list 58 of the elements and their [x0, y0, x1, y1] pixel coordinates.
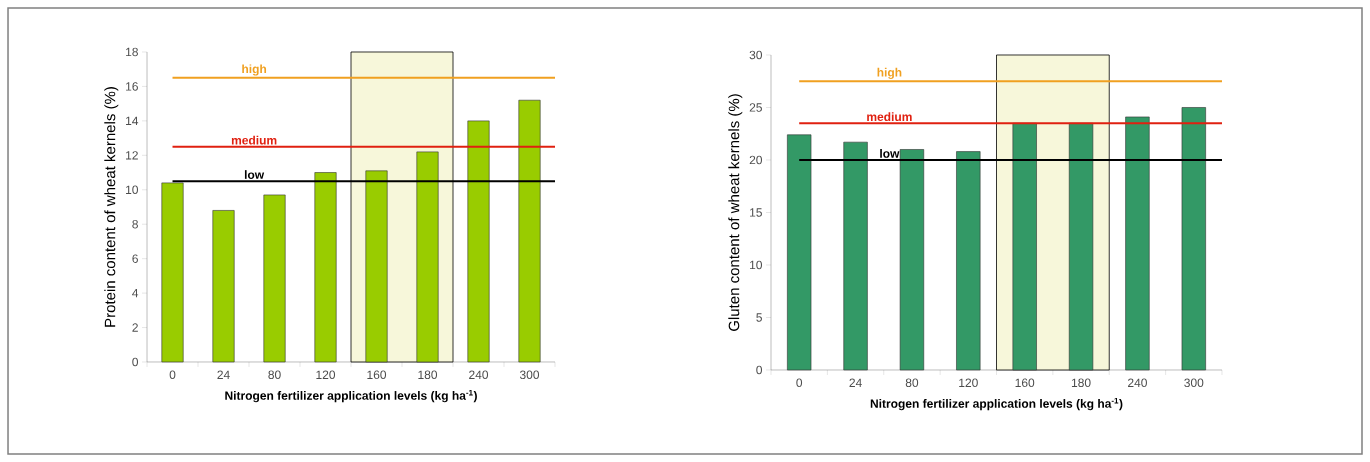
y-tick-label: 10 — [750, 260, 763, 270]
x-tick-label: 120 — [959, 378, 978, 388]
x-tick-label: 240 — [1128, 378, 1147, 388]
x-tick-label: 0 — [796, 378, 803, 388]
bar — [212, 210, 235, 363]
ref-line-label: low — [880, 148, 900, 158]
ref-line-label: high — [877, 67, 902, 80]
y-tick-label: 20 — [749, 155, 763, 165]
y-tick-label: 4 — [132, 288, 139, 298]
ref-line-label: low — [244, 170, 265, 179]
x-tick-label: 80 — [268, 370, 281, 380]
y-tick-label: 6 — [132, 254, 138, 263]
ref-line-label: medium — [231, 135, 277, 145]
y-tick-label: 30 — [749, 50, 763, 60]
x-tick-label: 160 — [367, 370, 387, 380]
x-tick-label: 300 — [519, 370, 540, 380]
y-tick-label: 25 — [749, 103, 762, 112]
y-tick-label: 0 — [132, 357, 139, 367]
x-tick-label: 24 — [217, 370, 230, 379]
x-tick-label: 120 — [316, 370, 336, 380]
bar — [416, 151, 439, 363]
bar — [1068, 122, 1094, 371]
y-tick-label: 15 — [750, 208, 762, 217]
bar — [1181, 107, 1206, 371]
bar — [1012, 122, 1037, 371]
bar — [899, 149, 925, 371]
x-tick-label: 160 — [1015, 378, 1035, 388]
y-tick-label: 5 — [756, 313, 762, 322]
bar — [365, 170, 388, 363]
y-tick-label: 10 — [126, 185, 139, 195]
y-tick-label: 16 — [126, 82, 138, 91]
x-tick-label: 240 — [469, 370, 489, 380]
ref-line-label: medium — [867, 112, 912, 122]
x-tick-label: 180 — [418, 370, 438, 380]
x-tick-label: 24 — [849, 378, 862, 387]
bar — [263, 194, 286, 363]
y-axis-title: Gluten content of wheat kernels (%) — [728, 94, 743, 331]
bar — [314, 172, 337, 363]
bar — [1125, 116, 1150, 371]
y-tick-label: 14 — [126, 116, 139, 126]
y-tick-label: 2 — [132, 323, 138, 332]
x-tick-label: 0 — [169, 370, 176, 380]
bar — [467, 120, 490, 363]
x-tick-label: 80 — [905, 378, 919, 388]
y-tick-label: 12 — [126, 151, 138, 160]
x-axis-title: Nitrogen fertilizer application levels (kg ha$^{-1}$) — [870, 397, 1123, 411]
y-tick-label: 18 — [126, 47, 138, 57]
bar — [956, 151, 981, 371]
bar — [161, 182, 184, 363]
y-tick-label: 8 — [132, 219, 138, 229]
bar — [843, 141, 868, 371]
y-axis-title: Protein content of wheat kernels (%) — [104, 87, 119, 327]
bar — [787, 134, 812, 371]
bar — [518, 99, 541, 363]
ref-line-label: high — [242, 64, 267, 76]
x-tick-label: 300 — [1184, 378, 1204, 388]
x-tick-label: 180 — [1071, 378, 1091, 388]
x-axis-title: Nitrogen fertilizer application levels (kg ha$^{-1}$) — [225, 389, 477, 403]
